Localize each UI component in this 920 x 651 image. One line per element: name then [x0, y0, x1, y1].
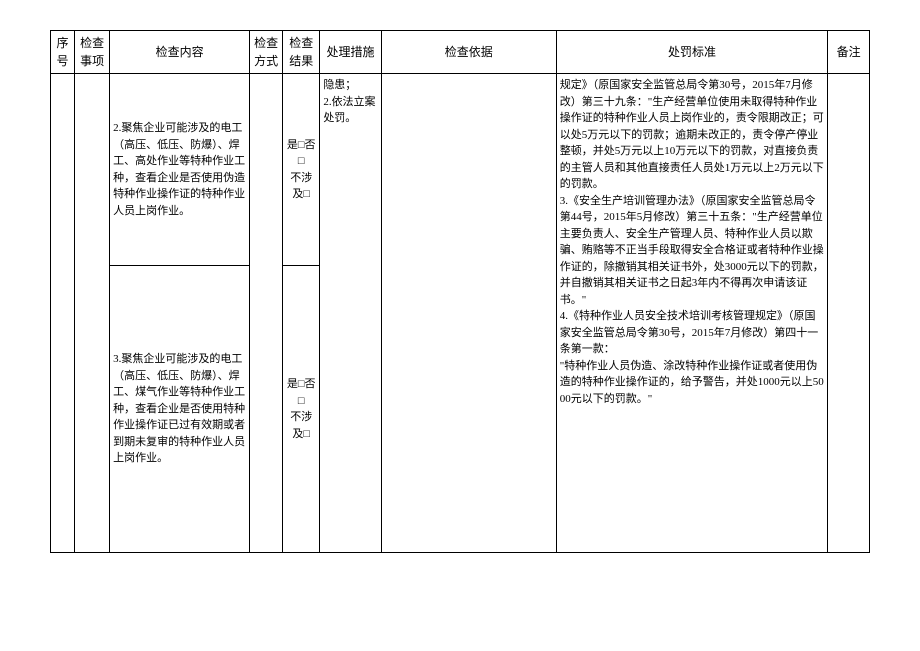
cell-item — [75, 74, 110, 553]
header-remark: 备注 — [828, 31, 870, 74]
cell-content-2: 2.聚焦企业可能涉及的电工（高压、低压、防爆）、焊工、高处作业等特种作业工种，查… — [110, 74, 250, 266]
row-1: 2.聚焦企业可能涉及的电工（高压、低压、防爆）、焊工、高处作业等特种作业工种，查… — [51, 74, 870, 266]
document-page: 序号 检查事项 检查内容 检查方式 检查结果 处理措施 检查依据 处罚标准 备注… — [0, 0, 920, 651]
cell-remark — [828, 74, 870, 553]
cell-seq — [51, 74, 75, 553]
cell-content-3: 3.聚焦企业可能涉及的电工（高压、低压、防爆）、焊工、煤气作业等特种作业工种，查… — [110, 266, 250, 553]
header-row: 序号 检查事项 检查内容 检查方式 检查结果 处理措施 检查依据 处罚标准 备注 — [51, 31, 870, 74]
cell-result-2: 是□否□ 不涉及□ — [283, 74, 320, 266]
header-content: 检查内容 — [110, 31, 250, 74]
cell-basis — [381, 74, 556, 553]
header-seq: 序号 — [51, 31, 75, 74]
header-result: 检查结果 — [283, 31, 320, 74]
header-measure: 处理措施 — [320, 31, 381, 74]
cell-measure: 隐患； 2.依法立案处罚。 — [320, 74, 381, 553]
header-penalty: 处罚标准 — [556, 31, 828, 74]
cell-result-3: 是□否□ 不涉及□ — [283, 266, 320, 553]
header-method: 检查方式 — [250, 31, 283, 74]
cell-penalty: 规定》（原国家安全监管总局令第30号，2015年7月修改）第三十九条："生产经营… — [556, 74, 828, 553]
header-item: 检查事项 — [75, 31, 110, 74]
inspection-table: 序号 检查事项 检查内容 检查方式 检查结果 处理措施 检查依据 处罚标准 备注… — [50, 30, 870, 553]
cell-method — [250, 74, 283, 553]
header-basis: 检查依据 — [381, 31, 556, 74]
